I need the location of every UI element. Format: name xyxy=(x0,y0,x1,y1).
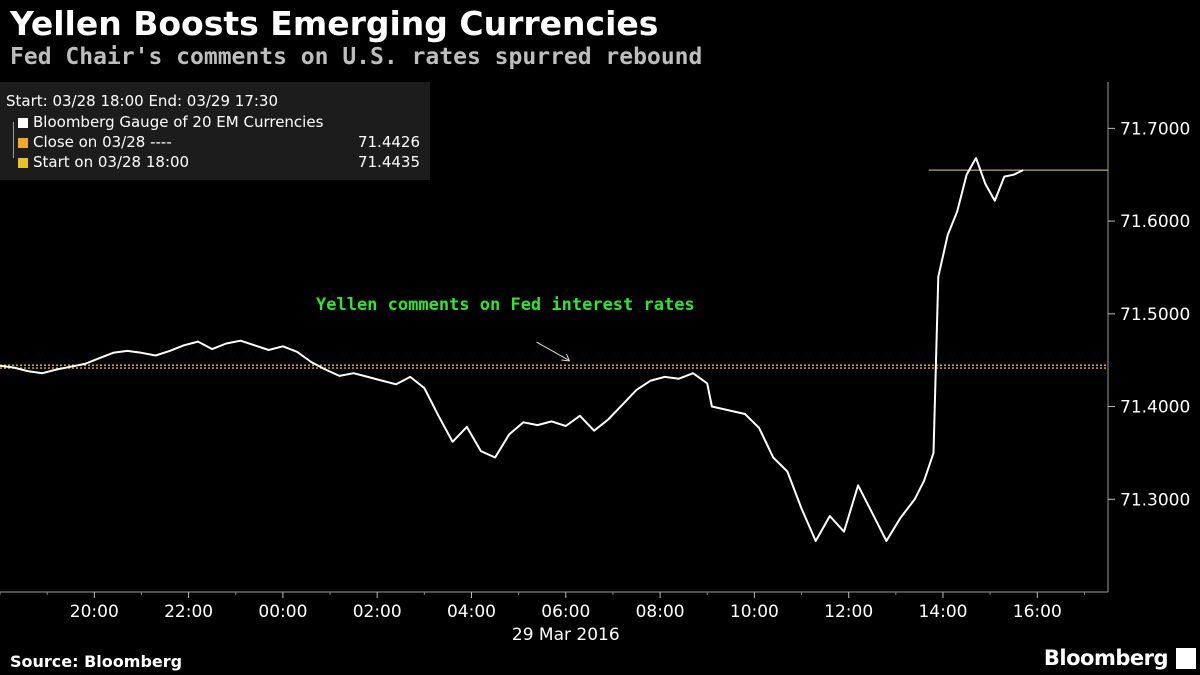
annotation-text: Yellen comments on Fed interest rates xyxy=(316,295,695,315)
x-tick-label: 06:00 xyxy=(541,602,590,622)
legend-value-close: 71.4426 xyxy=(357,133,420,151)
x-tick-label: 22:00 xyxy=(164,602,213,622)
annotation-arrowhead xyxy=(561,353,570,362)
y-tick-label: 71.3000 xyxy=(1120,490,1190,510)
legend-swatch-close xyxy=(18,138,28,148)
x-tick-label: 02:00 xyxy=(353,602,402,622)
series-line xyxy=(0,157,1024,542)
x-tick-label: 16:00 xyxy=(1013,602,1062,622)
legend-swatch-start xyxy=(18,158,28,168)
y-tick-label: 71.6000 xyxy=(1120,212,1190,232)
x-tick-label: 14:00 xyxy=(918,602,967,622)
y-tick-label: 71.4000 xyxy=(1120,398,1190,418)
y-tick-label: 71.5000 xyxy=(1120,305,1190,325)
source-note: Source: Bloomberg xyxy=(10,652,183,671)
legend-date-range: Start: 03/28 18:00 End: 03/29 17:30 xyxy=(6,92,279,110)
x-tick-label: 10:00 xyxy=(730,602,779,622)
legend-tree-line xyxy=(13,122,14,158)
legend-item-start: Start on 03/28 18:00 xyxy=(33,153,190,171)
bloomberg-logo: Bloomberg xyxy=(1043,646,1169,670)
chart-subtitle: Fed Chair's comments on U.S. rates spurr… xyxy=(10,44,703,70)
legend-item-close: Close on 03/28 ---- xyxy=(33,133,172,151)
x-tick-label: 04:00 xyxy=(447,602,496,622)
legend-swatch-series xyxy=(18,118,28,128)
x-tick-label: 08:00 xyxy=(636,602,685,622)
x-tick-label: 20:00 xyxy=(70,602,119,622)
legend-item-series: Bloomberg Gauge of 20 EM Currencies xyxy=(33,113,324,131)
bloomberg-terminal-icon xyxy=(1176,648,1196,669)
legend-box: Start: 03/28 18:00 End: 03/29 17:30 Bloo… xyxy=(0,82,430,180)
annotation-arrow xyxy=(536,341,569,361)
y-tick-label: 71.7000 xyxy=(1120,119,1190,139)
x-date-label: 29 Mar 2016 xyxy=(512,625,620,645)
x-tick-label: 12:00 xyxy=(824,602,873,622)
x-tick-label: 00:00 xyxy=(258,602,307,622)
chart-title: Yellen Boosts Emerging Currencies xyxy=(10,4,659,43)
legend-value-start: 71.4435 xyxy=(357,153,420,171)
